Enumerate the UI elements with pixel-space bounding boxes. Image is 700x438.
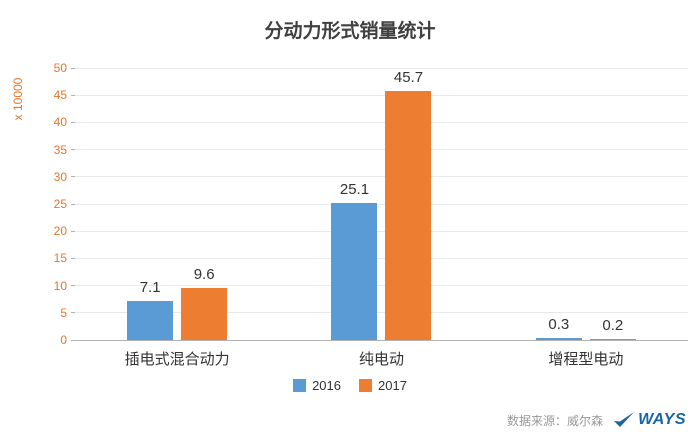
y-axis-unit-label: x 10000 (11, 77, 25, 121)
chart-title: 分动力形式销量统计 (264, 21, 436, 42)
bar-value-label: 0.3 (548, 316, 570, 334)
bar-group: 25.1 45.7 (279, 68, 483, 340)
y-tick-label: 5 (60, 305, 67, 320)
y-tick-label: 25 (53, 197, 67, 211)
bar-2016 (127, 301, 174, 340)
y-tick-label: 15 (53, 251, 67, 266)
gridline (75, 121, 688, 123)
y-tick-label: 20 (53, 224, 67, 239)
gridline (75, 67, 688, 69)
bar-2017 (181, 287, 228, 340)
legend: 2016 2017 (0, 378, 700, 393)
footer: 数据来源：威尔森 WAYS (507, 411, 686, 429)
y-tick-mark (71, 94, 75, 96)
y-tick-label: 50 (53, 61, 67, 75)
y-tick-label: 0 (60, 333, 67, 347)
gridline (75, 257, 688, 259)
y-tick-mark (71, 67, 75, 69)
legend-label: 2016 (312, 378, 341, 393)
y-tick-mark (71, 312, 75, 314)
gridline (75, 285, 688, 287)
gridline (75, 203, 688, 205)
bar-2016 (535, 338, 582, 340)
y-tick-mark (71, 230, 75, 232)
bar-group: 7.1 9.6 (75, 68, 279, 340)
y-tick-label: 45 (53, 88, 67, 103)
bar-value-label: 9.6 (193, 265, 215, 283)
bar-with-label: 25.1 (331, 68, 378, 340)
x-category-label: 插电式混合动力 (124, 351, 230, 368)
bar-with-label: 9.6 (181, 68, 228, 340)
legend-label: 2017 (378, 378, 407, 393)
check-swoosh-icon (614, 412, 635, 427)
legend-swatch (359, 379, 372, 392)
data-source-text: 数据来源：威尔森 (507, 413, 604, 428)
bar-2017 (385, 91, 432, 340)
bar-value-label: 0.2 (602, 316, 624, 334)
x-axis-line (75, 339, 688, 341)
x-category-label: 增程型电动 (548, 351, 624, 368)
y-tick-mark (71, 339, 75, 341)
y-tick-mark (71, 203, 75, 205)
y-tick-label: 10 (53, 278, 67, 293)
gridline (75, 94, 688, 96)
legend-item-2017[interactable]: 2017 (359, 378, 407, 393)
bar-group: 0.3 0.2 (484, 68, 688, 340)
legend-swatch (293, 379, 307, 392)
y-tick-label: 35 (53, 142, 67, 157)
gridline (75, 149, 688, 151)
y-tick-mark (71, 121, 75, 123)
bar-with-label: 45.7 (385, 68, 432, 340)
y-tick-label: 40 (53, 115, 67, 130)
ways-logo-text: WAYS (638, 411, 686, 428)
bar-with-label: 7.1 (127, 68, 174, 340)
gridline (75, 176, 688, 178)
gridline (75, 230, 688, 232)
bar-value-label: 7.1 (139, 279, 161, 297)
bar-with-label: 0.2 (589, 68, 636, 340)
y-tick-label: 30 (53, 169, 67, 184)
y-tick-mark (71, 257, 75, 259)
x-category-label: 纯电动 (358, 351, 404, 368)
bar-with-label: 0.3 (535, 68, 582, 340)
bar-value-label: 45.7 (393, 69, 424, 87)
bar-2017 (589, 338, 636, 340)
bar-value-label: 25.1 (339, 181, 370, 199)
legend-item-2016[interactable]: 2016 (293, 378, 341, 393)
bar-2016 (331, 203, 378, 340)
gridline (75, 312, 688, 314)
y-tick-mark (71, 149, 75, 151)
y-tick-mark (71, 176, 75, 178)
ways-logo: WAYS (613, 411, 686, 429)
plot-area: 7.1 9.6 25.1 45.7 0.3 0.2 (75, 67, 688, 341)
y-tick-mark (71, 285, 75, 287)
